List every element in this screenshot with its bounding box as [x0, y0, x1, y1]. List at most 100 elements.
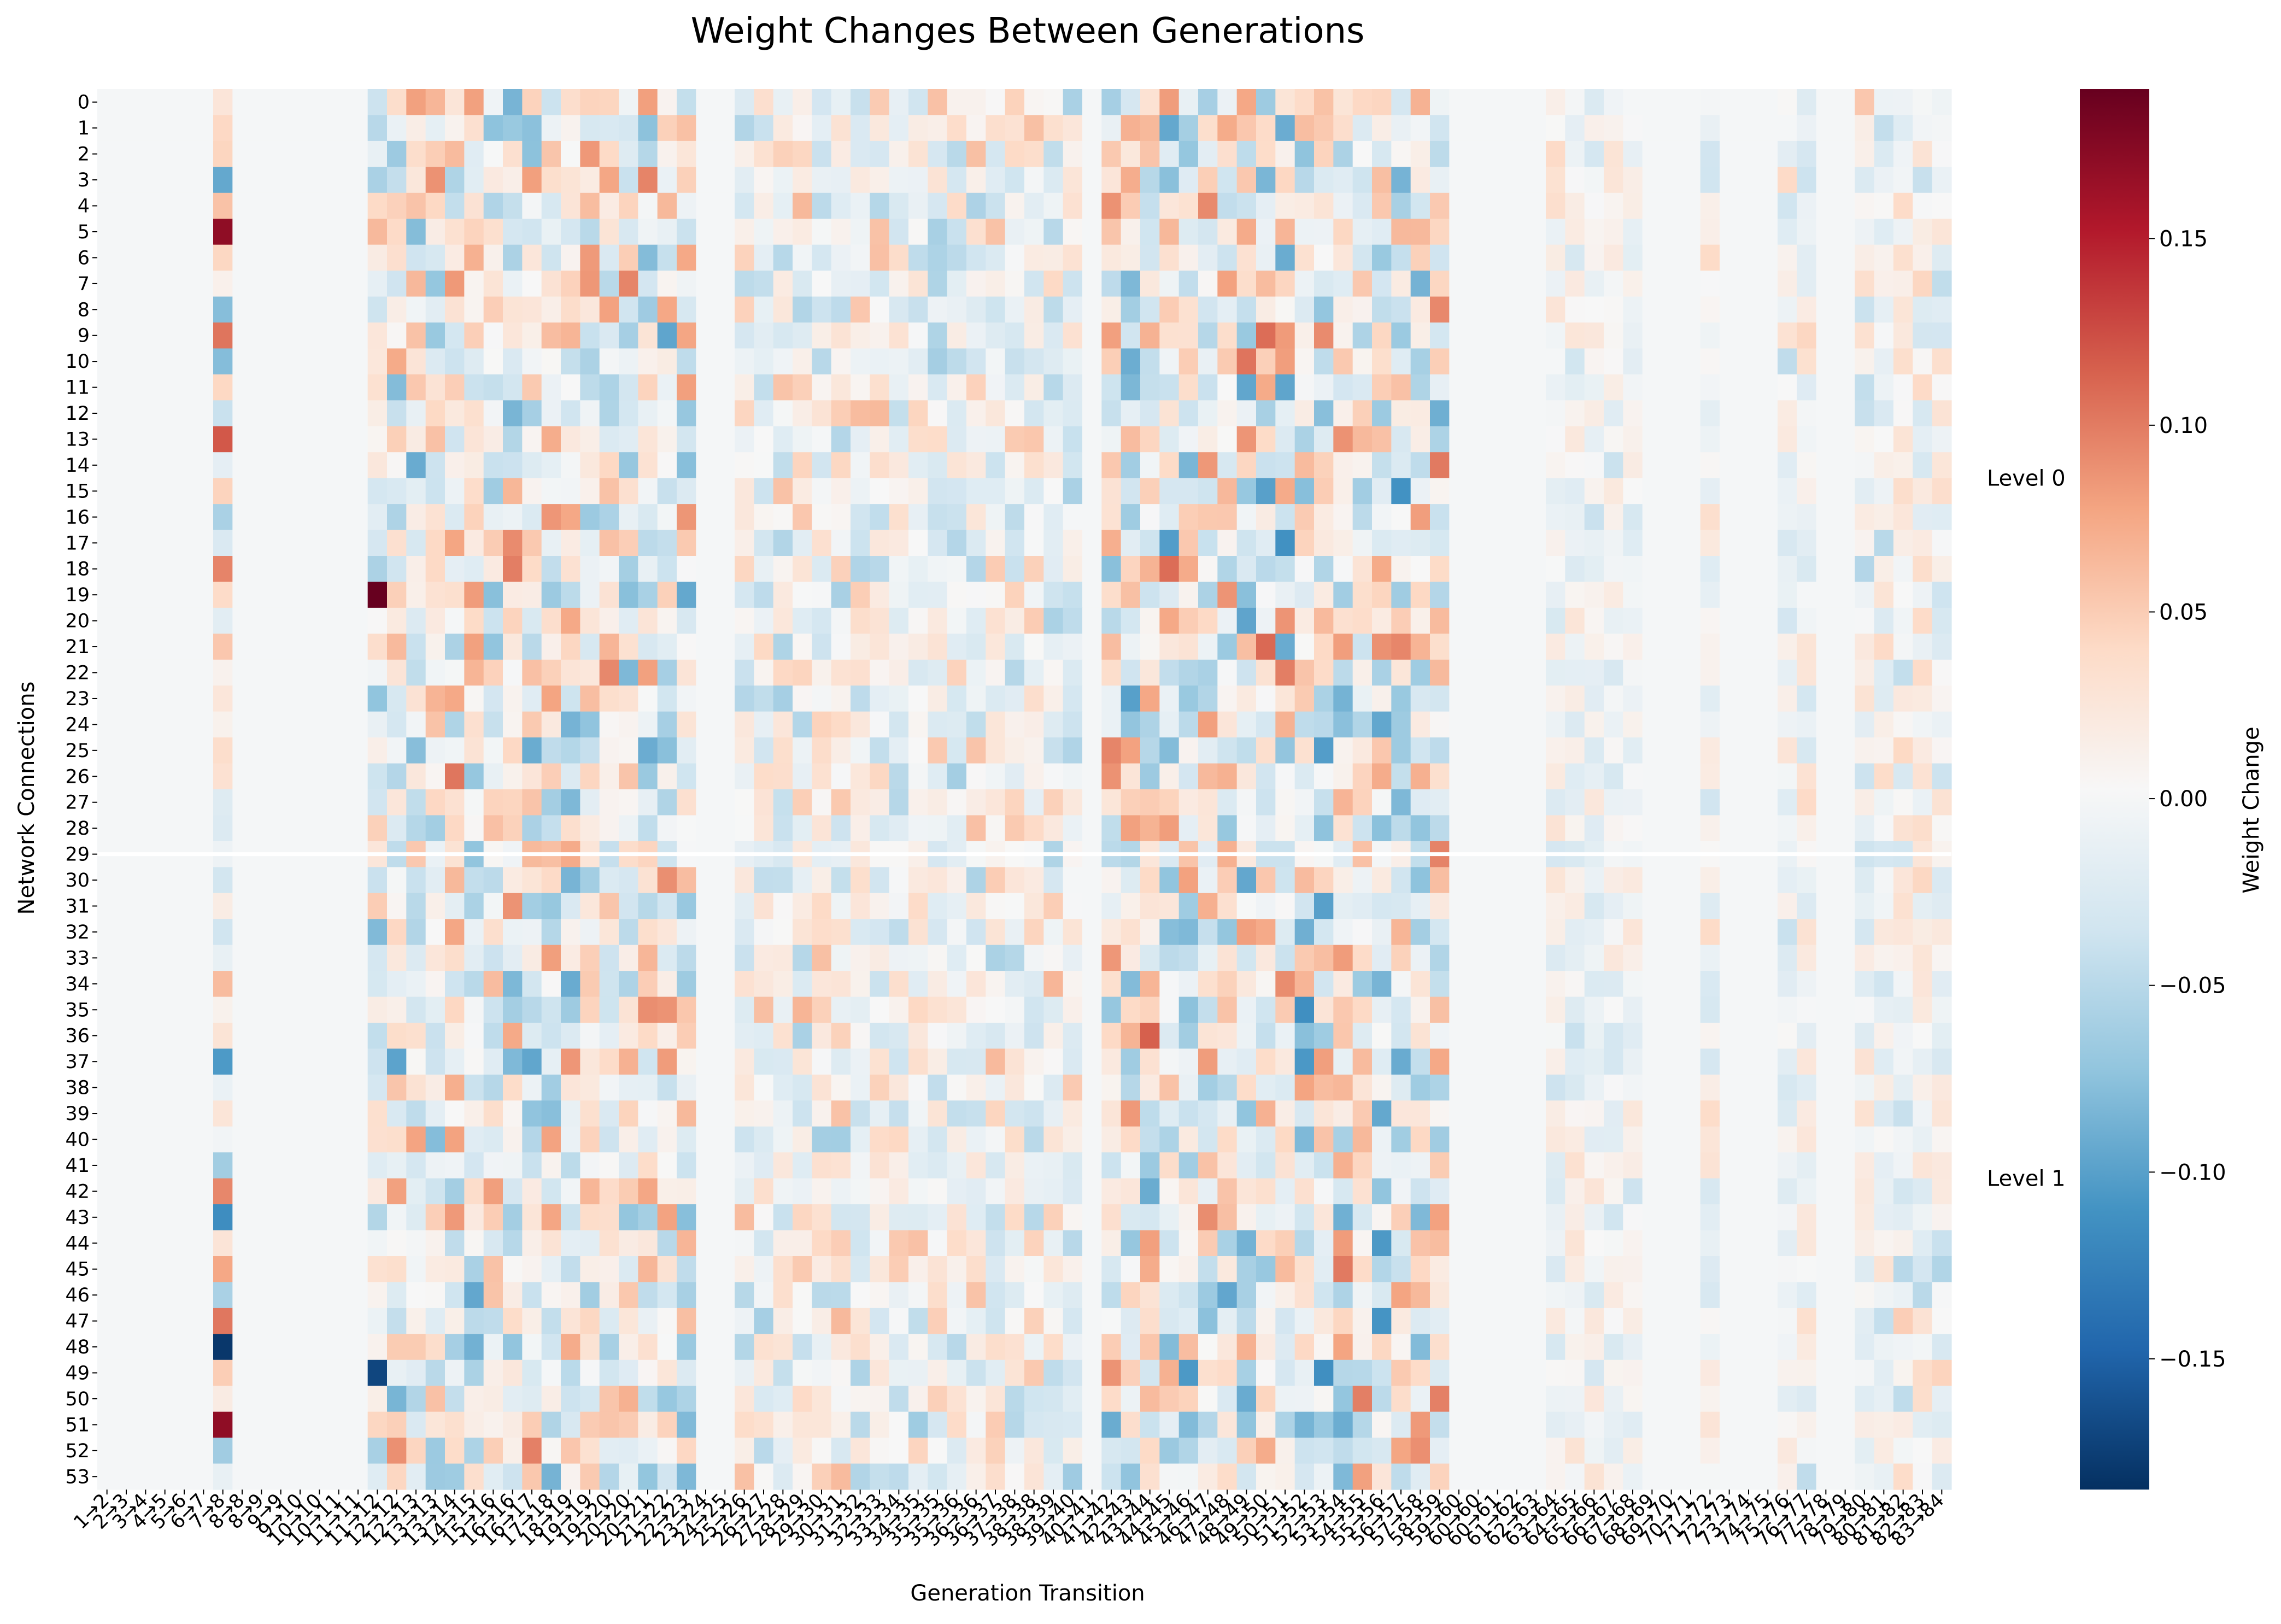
heatmap-cell	[348, 919, 368, 946]
heatmap-cell	[1352, 1126, 1373, 1153]
heatmap-cell	[445, 1048, 465, 1075]
heatmap-cell	[1121, 244, 1141, 271]
heatmap-cell	[1893, 1074, 1913, 1101]
heatmap-cell	[367, 582, 388, 608]
heatmap-cell	[522, 1282, 542, 1309]
heatmap-cell	[561, 582, 580, 608]
heatmap-cell	[483, 219, 503, 245]
heatmap-cell	[1642, 1152, 1662, 1179]
heatmap-cell	[406, 192, 426, 219]
heatmap-cell	[1140, 789, 1160, 816]
heatmap-cell	[986, 582, 1006, 608]
heatmap-cell	[947, 737, 967, 764]
heatmap-cell	[1546, 296, 1565, 323]
heatmap-cell	[1874, 1282, 1894, 1309]
heatmap-cell	[561, 1334, 580, 1361]
heatmap-cell	[1063, 504, 1083, 531]
heatmap-cell	[174, 685, 195, 712]
heatmap-cell	[1700, 1282, 1720, 1309]
heatmap-cell	[947, 789, 967, 816]
heatmap-cell	[1372, 426, 1392, 453]
heatmap-cell	[677, 1308, 696, 1334]
heatmap-cell	[136, 1308, 156, 1334]
heatmap-cell	[1101, 244, 1122, 271]
heatmap-cell	[715, 1126, 735, 1153]
heatmap-cell	[1140, 504, 1160, 531]
heatmap-cell	[966, 556, 986, 583]
heatmap-cell	[1642, 893, 1662, 919]
heatmap-cell	[503, 1308, 523, 1334]
heatmap-cell	[1391, 945, 1411, 971]
heatmap-cell	[1797, 1308, 1817, 1334]
heatmap-cell	[136, 1438, 156, 1464]
heatmap-cell	[1584, 1178, 1604, 1205]
heatmap-cell	[1758, 867, 1778, 894]
heatmap-cell	[503, 1048, 523, 1075]
heatmap-cell	[1758, 789, 1778, 816]
heatmap-cell	[1101, 996, 1122, 1023]
heatmap-cell	[1314, 582, 1334, 608]
heatmap-cell	[870, 478, 890, 505]
heatmap-cell	[174, 115, 195, 142]
heatmap-cell	[1584, 1048, 1604, 1075]
heatmap-cell	[1720, 1230, 1739, 1257]
heatmap-cell	[483, 192, 503, 219]
heatmap-cell	[986, 1308, 1006, 1334]
heatmap-cell	[1140, 659, 1160, 686]
heatmap-cell	[213, 167, 233, 194]
heatmap-cell	[290, 89, 310, 116]
heatmap-cell	[1121, 971, 1141, 998]
heatmap-cell	[947, 685, 967, 712]
heatmap-cell	[503, 400, 523, 427]
heatmap-cell	[97, 1334, 117, 1361]
heatmap-cell	[1256, 1386, 1276, 1412]
heatmap-cell	[638, 1048, 658, 1075]
heatmap-cell	[445, 1359, 465, 1386]
heatmap-cell	[1314, 348, 1334, 375]
heatmap-cell	[1932, 478, 1952, 505]
heatmap-cell	[1681, 478, 1701, 505]
heatmap-cell	[1005, 815, 1025, 842]
heatmap-cell	[1855, 971, 1875, 998]
heatmap-cell	[1236, 607, 1257, 634]
heatmap-cell	[1449, 1334, 1469, 1361]
heatmap-cell	[97, 296, 117, 323]
heatmap-cell	[1043, 1100, 1064, 1127]
heatmap-cell	[1063, 530, 1083, 556]
heatmap-cell	[580, 374, 600, 401]
heatmap-cell	[1565, 140, 1585, 167]
heatmap-cell	[116, 971, 137, 998]
heatmap-cell	[754, 192, 774, 219]
heatmap-cell	[1526, 659, 1546, 686]
heatmap-cell	[947, 478, 967, 505]
heatmap-cell	[1005, 685, 1025, 712]
heatmap-cell	[406, 478, 426, 505]
heatmap-cell	[541, 1334, 561, 1361]
heatmap-cell	[1565, 971, 1585, 998]
heatmap-cell	[947, 1048, 967, 1075]
heatmap-cell	[1874, 271, 1894, 297]
heatmap-cell	[638, 971, 658, 998]
heatmap-cell	[155, 271, 175, 297]
heatmap-cell	[966, 996, 986, 1023]
heatmap-cell	[947, 296, 967, 323]
heatmap-cell	[1565, 1411, 1585, 1438]
heatmap-cell	[387, 919, 407, 946]
heatmap-cell	[793, 919, 812, 946]
heatmap-cell	[1816, 1100, 1836, 1127]
heatmap-cell	[116, 945, 137, 971]
heatmap-cell	[1236, 1178, 1257, 1205]
heatmap-cell	[1507, 634, 1527, 660]
heatmap-cell	[116, 789, 137, 816]
heatmap-cell	[1526, 1386, 1546, 1412]
heatmap-cell	[599, 374, 619, 401]
heatmap-cell	[232, 815, 253, 842]
heatmap-cell	[1565, 530, 1585, 556]
heatmap-cell	[1236, 815, 1257, 842]
heatmap-cell	[1913, 348, 1933, 375]
heatmap-cell	[1275, 296, 1295, 323]
heatmap-cell	[251, 1074, 272, 1101]
heatmap-cell	[1584, 192, 1604, 219]
heatmap-cell	[619, 1126, 638, 1153]
heatmap-cell	[387, 271, 407, 297]
